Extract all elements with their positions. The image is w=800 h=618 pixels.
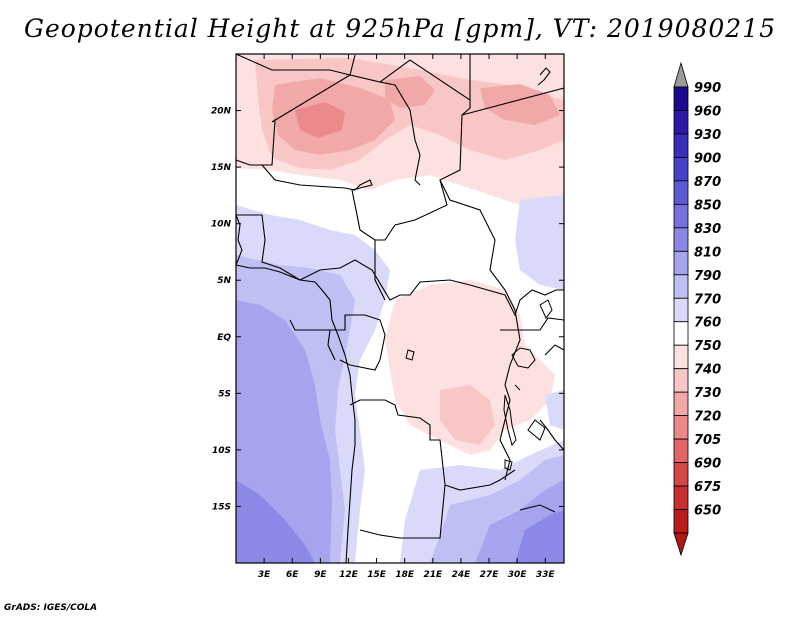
colorbar-swatch (674, 510, 688, 533)
lat-tick-label: EQ (217, 333, 231, 343)
colorbar-label: 870 (694, 175, 721, 190)
lon-tick-label: 3E (258, 570, 271, 580)
colorbar-swatch (674, 110, 688, 133)
colorbar-label: 900 (694, 151, 721, 166)
colorbar-swatch (674, 87, 688, 110)
colorbar-swatch (674, 157, 688, 180)
colorbar-swatch (674, 439, 688, 462)
colorbar-swatch (674, 181, 688, 204)
colorbar-swatch (674, 322, 688, 345)
colorbar-swatch (674, 298, 688, 321)
colorbar-top-triangle (674, 63, 688, 87)
colorbar-swatch (674, 275, 688, 298)
lon-tick-label: 12E (339, 570, 359, 580)
map-figure: 3E 6E 9E 12E 15E 18E 21E 24E 27E 30E 33E 20N 15N 10N… (0, 0, 800, 618)
map-plot-area (236, 54, 564, 563)
colorbar-label: 850 (694, 198, 721, 213)
colorbar-label: 770 (694, 292, 721, 307)
colorbar-label: 650 (694, 504, 721, 519)
colorbar-label: 790 (694, 269, 721, 284)
colorbar-swatch (674, 486, 688, 509)
colorbar-label: 960 (694, 104, 721, 119)
lon-tick-label: 18E (395, 570, 415, 580)
colorbar-label: 730 (694, 386, 721, 401)
colorbar-swatch (674, 251, 688, 274)
grads-credit: GrADS: IGES/COLA (4, 603, 97, 613)
colorbar-label: 720 (694, 410, 721, 425)
colorbar-label: 810 (694, 245, 721, 260)
lon-tick-label: 15E (367, 570, 387, 580)
colorbar-label: 675 (694, 480, 721, 495)
lat-tick-label: 5S (218, 389, 231, 399)
lat-tick-label: 10S (212, 446, 231, 456)
lon-tick-label: 33E (536, 570, 556, 580)
colorbar-swatch (674, 345, 688, 368)
lat-tick-label: 20N (211, 107, 232, 117)
lat-tick-label: 15N (211, 163, 232, 173)
colorbar-swatch (674, 204, 688, 227)
colorbar-label: 760 (694, 316, 721, 331)
colorbar-swatch (674, 392, 688, 415)
colorbar-label: 690 (694, 457, 721, 472)
lat-tick-label: 5N (217, 276, 231, 286)
colorbar-label: 930 (694, 128, 721, 143)
lat-tick-label: 15S (212, 502, 231, 512)
colorbar-label: 830 (694, 222, 721, 237)
lon-tick-label: 9E (314, 570, 327, 580)
colorbar-label: 740 (694, 363, 721, 378)
lon-tick-label: 30E (508, 570, 528, 580)
colorbar: 990 960 930 900 870 850 830 810 790 770 760 750 740 7… (674, 63, 721, 555)
lon-tick-label: 24E (452, 570, 472, 580)
colorbar-bottom-triangle (674, 533, 688, 555)
lon-tick-label: 27E (480, 570, 500, 580)
colorbar-label: 990 (694, 81, 721, 96)
colorbar-swatch (674, 134, 688, 157)
colorbar-label: 705 (694, 433, 721, 448)
colorbar-swatch (674, 228, 688, 251)
lon-tick-label: 6E (286, 570, 299, 580)
lat-tick-label: 10N (211, 220, 232, 230)
lon-tick-label: 21E (423, 570, 443, 580)
colorbar-label: 750 (694, 339, 721, 354)
colorbar-swatch (674, 369, 688, 392)
colorbar-swatch (674, 463, 688, 486)
colorbar-swatch (674, 416, 688, 439)
